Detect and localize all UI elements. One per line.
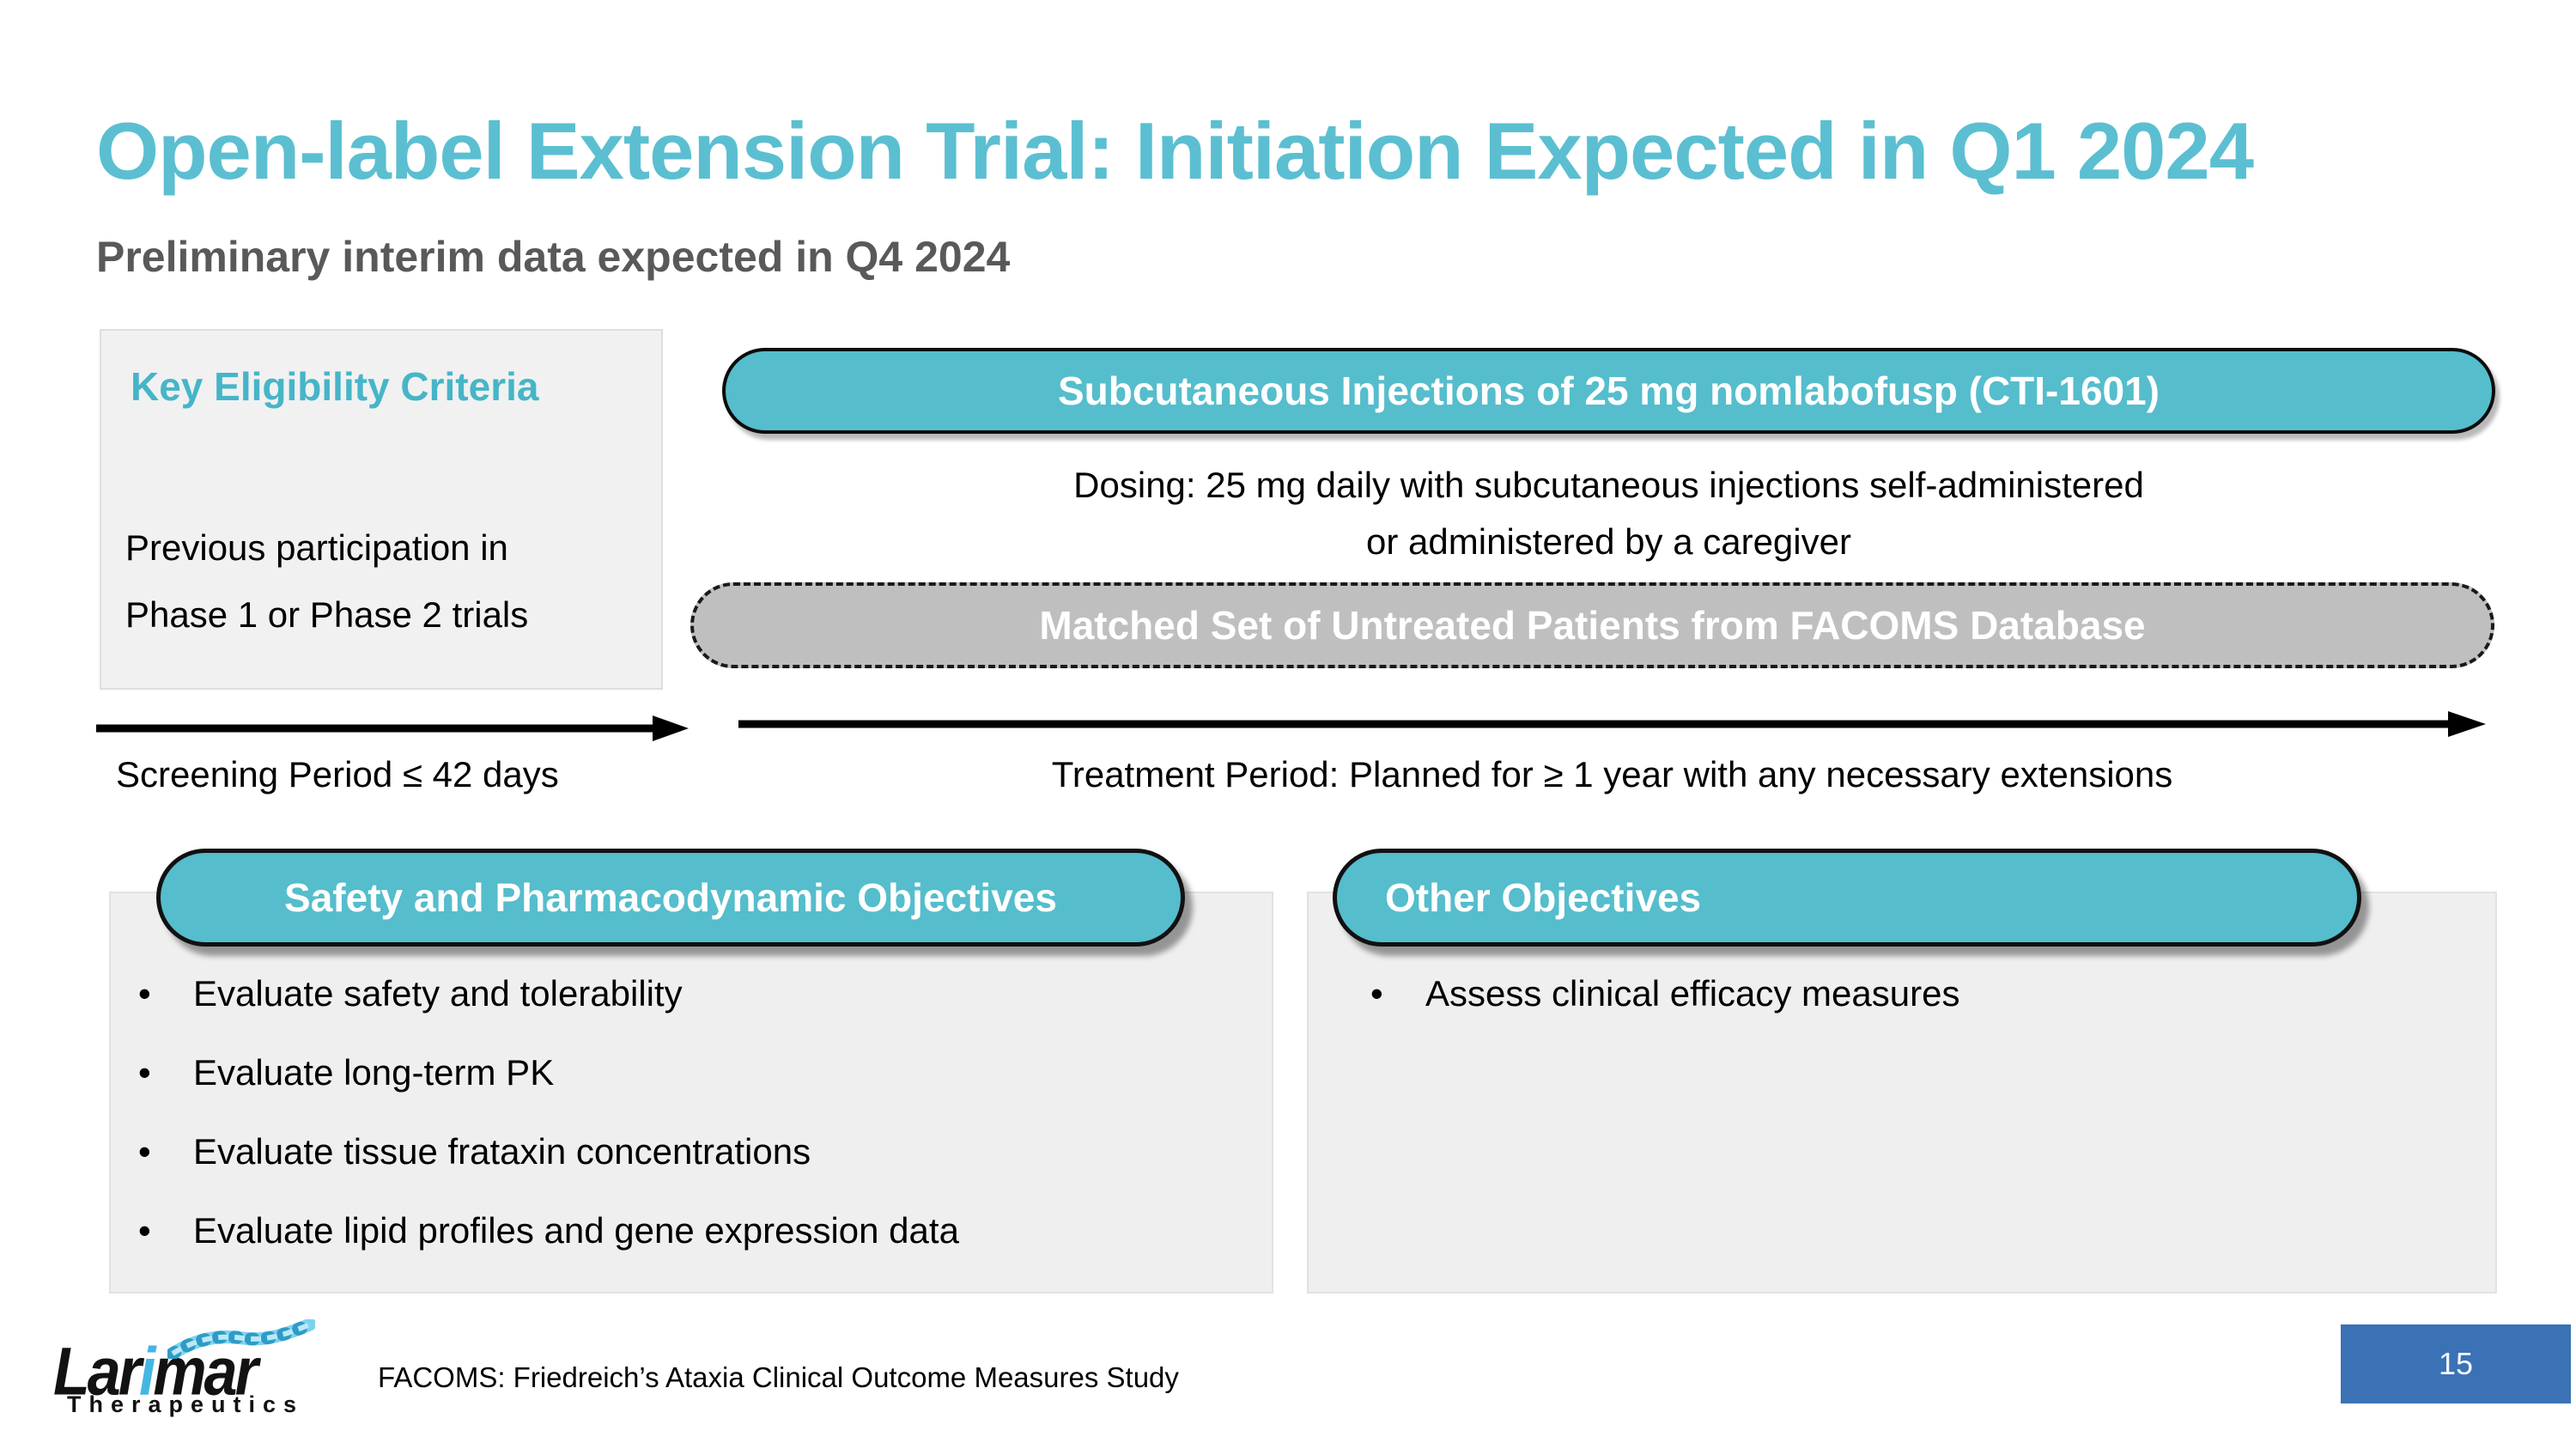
safety-objectives-heading: Safety and Pharmacodynamic Objectives [284, 875, 1057, 920]
dosing-text: Dosing: 25 mg daily with subcutaneous in… [722, 457, 2495, 570]
safety-objectives-list: Evaluate safety and tolerability Evaluat… [133, 969, 1249, 1285]
page-number: 15 [2438, 1346, 2474, 1381]
treatment-arrow-icon [738, 711, 2486, 737]
screening-arrow-icon [96, 715, 689, 741]
list-item-text: Evaluate safety and tolerability [193, 973, 683, 1014]
list-item-text: Evaluate long-term PK [193, 1052, 555, 1093]
safety-objectives-pill: Safety and Pharmacodynamic Objectives [156, 849, 1185, 947]
treatment-period-label: Treatment Period: Planned for ≥ 1 year w… [1051, 754, 2173, 795]
slide-title: Open-label Extension Trial: Initiation E… [96, 106, 2254, 196]
eligibility-panel: Key Eligibility Criteria Previous partic… [100, 329, 663, 690]
larimar-logo-wordmark: Larimar [53, 1333, 258, 1410]
list-item: Assess clinical efficacy measures [1365, 969, 2473, 1019]
list-item: Evaluate tissue frataxin concentrations [133, 1127, 1249, 1177]
logo-text-pre: Lar [53, 1334, 142, 1409]
eligibility-heading: Key Eligibility Criteria [131, 364, 539, 409]
treated-arm-label: Subcutaneous Injections of 25 mg nomlabo… [1057, 368, 2160, 413]
facoms-footnote: FACOMS: Friedreich’s Ataxia Clinical Out… [378, 1361, 1179, 1393]
larimar-logo-subtext: Therapeutics [67, 1391, 305, 1417]
larimar-logo: Larimar Therapeutics [53, 1319, 328, 1433]
list-item-text: Assess clinical efficacy measures [1425, 973, 1960, 1014]
page-number-badge: 15 [2341, 1324, 2571, 1403]
logo-text-post: mar [153, 1334, 258, 1409]
other-objectives-pill: Other Objectives [1333, 849, 2361, 947]
list-item: Evaluate safety and tolerability [133, 969, 1249, 1019]
eligibility-body: Previous participation in Phase 1 or Pha… [125, 527, 529, 635]
logo-text-accent: i [138, 1334, 156, 1409]
slide-subtitle: Preliminary interim data expected in Q4 … [96, 233, 1011, 281]
list-item-text: Evaluate tissue frataxin concentrations [193, 1131, 811, 1172]
control-arm-pill: Matched Set of Untreated Patients from F… [690, 582, 2494, 668]
screening-period-label: Screening Period ≤ 42 days [116, 754, 559, 795]
list-item-text: Evaluate lipid profiles and gene express… [193, 1210, 959, 1251]
other-objectives-list: Assess clinical efficacy measures [1365, 969, 2473, 1048]
control-arm-label: Matched Set of Untreated Patients from F… [1039, 603, 2146, 648]
list-item: Evaluate long-term PK [133, 1048, 1249, 1098]
other-objectives-heading: Other Objectives [1385, 875, 1702, 920]
dosing-line-2: or administered by a caregiver [1366, 521, 1851, 562]
dosing-line-1: Dosing: 25 mg daily with subcutaneous in… [1073, 465, 2144, 505]
treated-arm-pill: Subcutaneous Injections of 25 mg nomlabo… [722, 348, 2495, 434]
other-objectives-panel [1307, 892, 2497, 1294]
list-item: Evaluate lipid profiles and gene express… [133, 1206, 1249, 1256]
larimar-helix-icon [167, 1319, 315, 1359]
